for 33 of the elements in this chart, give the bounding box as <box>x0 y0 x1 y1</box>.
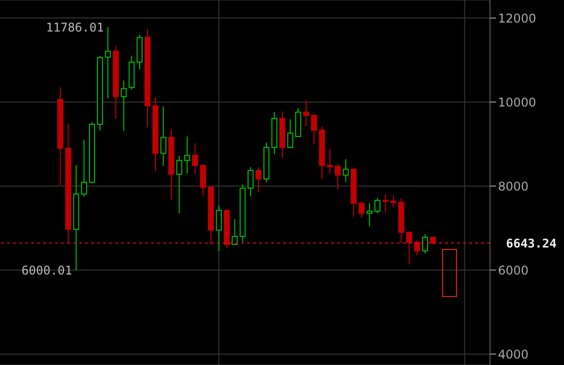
candlestick <box>382 194 388 214</box>
candlestick <box>216 204 222 252</box>
candlestick <box>232 218 238 245</box>
candlestick <box>326 148 333 174</box>
candlestick <box>311 114 318 145</box>
candlestick <box>334 164 341 190</box>
y-tick-label: 6000 <box>498 263 529 278</box>
candlestick <box>176 155 182 214</box>
candlestick <box>366 202 373 227</box>
candlestick <box>248 166 254 197</box>
candlestick <box>81 139 88 198</box>
ref-line-label: 6643.24 <box>506 236 557 250</box>
y-tick-label: 12000 <box>498 11 536 26</box>
candlestick <box>358 200 365 218</box>
annotation: 6000.01 <box>22 263 72 278</box>
candlestick <box>414 240 420 256</box>
candlestick <box>184 136 190 174</box>
candlestick <box>104 26 111 99</box>
candlestick <box>287 118 294 149</box>
y-tick-label: 4000 <box>498 347 529 362</box>
candlestick <box>342 158 349 182</box>
candlestick <box>200 164 206 197</box>
y-tick-label: 10000 <box>498 95 536 110</box>
candlestick <box>192 142 198 175</box>
candlestick <box>406 232 412 265</box>
candlestick <box>256 166 262 193</box>
candlestick <box>422 234 428 254</box>
candlestick <box>160 106 166 166</box>
candlestick <box>374 198 380 214</box>
y-tick-label: 8000 <box>498 179 529 194</box>
annotation: 11786.01 <box>46 20 104 34</box>
candlestick <box>303 100 310 127</box>
candlestick <box>120 80 127 132</box>
